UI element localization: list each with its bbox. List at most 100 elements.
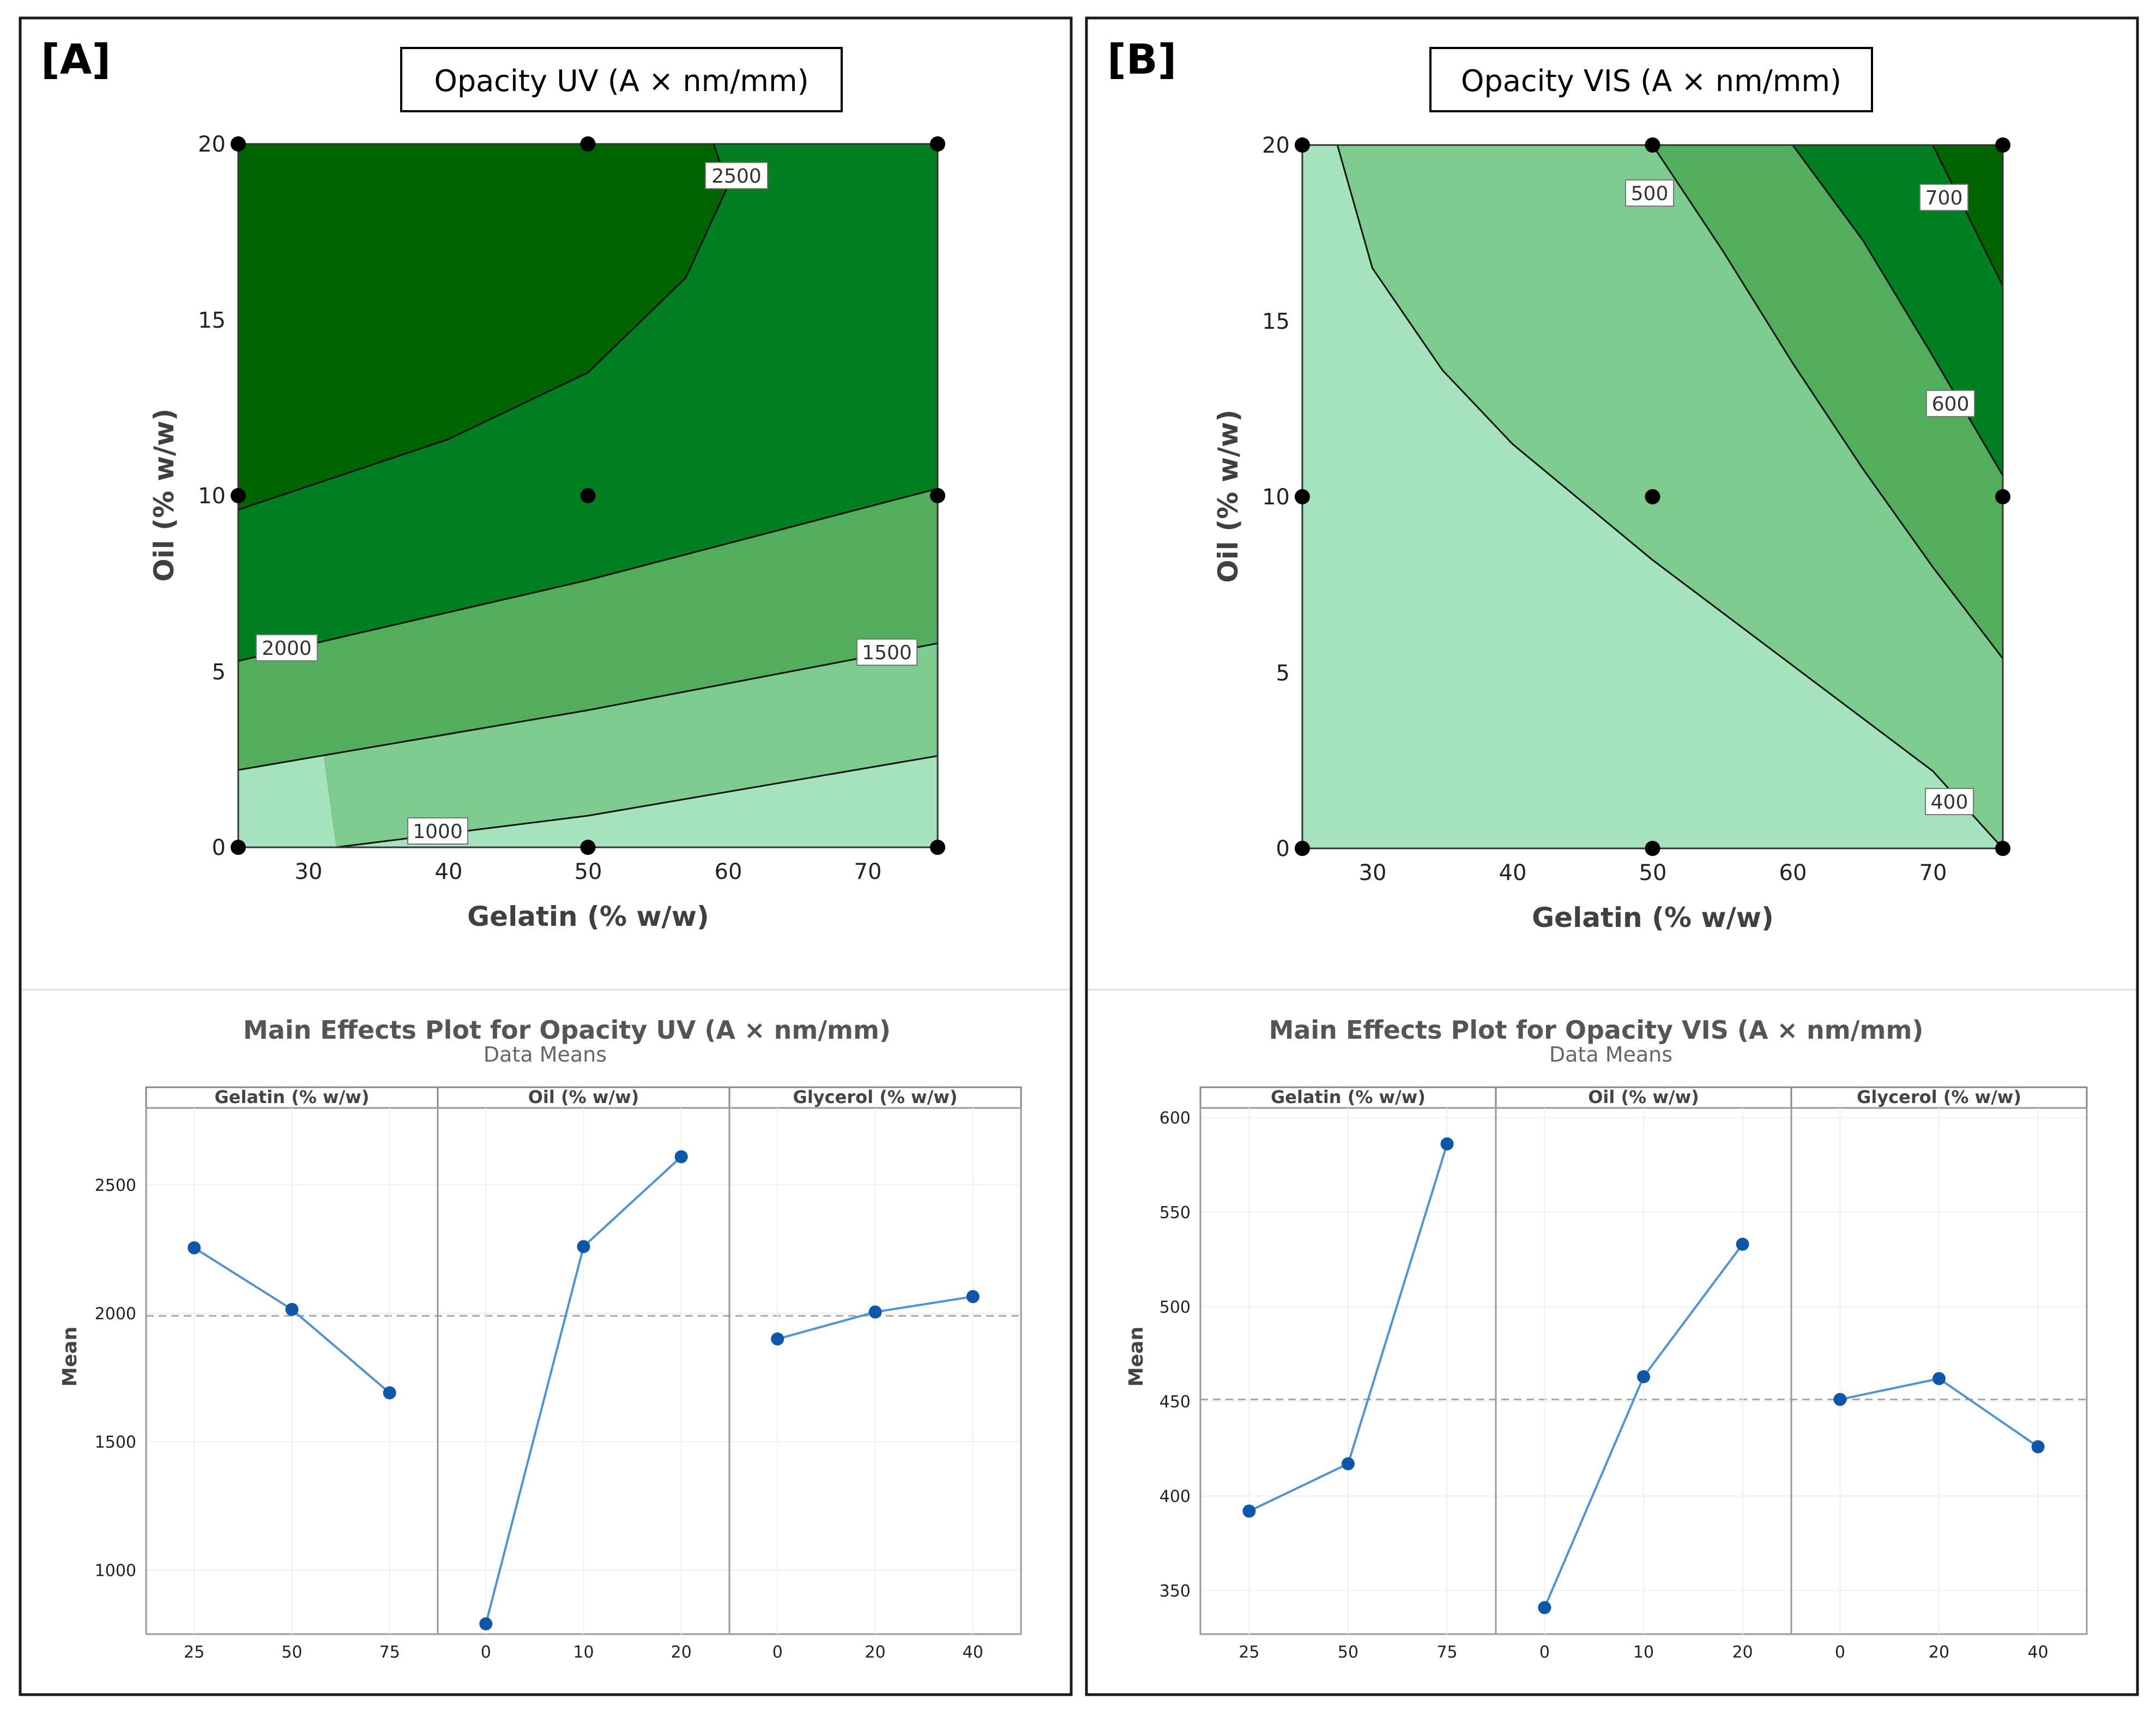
svg-text:2000: 2000 <box>262 637 312 660</box>
panel-b-tag: [B] <box>1107 35 1176 83</box>
facet-strip <box>145 1086 439 1109</box>
facet-strip-label: Oil (% w/w) <box>1588 1087 1699 1107</box>
main-effect-point <box>577 1240 590 1254</box>
design-point <box>231 840 246 855</box>
svg-text:1500: 1500 <box>862 642 912 664</box>
y-tick: 0 <box>212 835 226 860</box>
contour-label-1500: 1500 <box>856 638 917 666</box>
design-point <box>1645 137 1660 153</box>
main-effect-point <box>1538 1601 1551 1614</box>
panel-a-contour-title: Opacity UV (A × nm/mm) <box>434 64 808 98</box>
contour-label-500: 500 <box>1625 179 1674 207</box>
main-effects-title: Main Effects Plot for Opacity UV (A × nm… <box>243 1015 891 1045</box>
y-tick: 600 <box>1159 1108 1191 1128</box>
x-tick: 20 <box>1929 1643 1949 1662</box>
panel-a: [A] Opacity UV (A × nm/mm) 1000 <box>19 16 1073 1696</box>
x-axis-label: Gelatin (% w/w) <box>467 901 709 932</box>
x-tick: 40 <box>1499 860 1527 885</box>
x-axis-label: Gelatin (% w/w) <box>1532 902 1774 933</box>
y-tick: 1500 <box>95 1433 136 1452</box>
y-tick: 450 <box>1159 1393 1191 1412</box>
y-tick: 10 <box>1262 485 1290 510</box>
facet-strip-label: Gelatin (% w/w) <box>1271 1087 1426 1107</box>
x-tick: 50 <box>575 859 602 884</box>
main-effect-point <box>2031 1440 2045 1454</box>
y-tick: 10 <box>198 484 226 509</box>
svg-text:700: 700 <box>1925 187 1963 209</box>
main-effect-point <box>1342 1457 1355 1471</box>
y-tick: 1000 <box>95 1561 136 1580</box>
main-effect-point <box>188 1241 201 1255</box>
panel-a-contour-plot: 1000 1500 2000 2500 30 40 50 60 70 <box>148 132 945 932</box>
svg-text:1000: 1000 <box>413 821 463 843</box>
x-tick: 50 <box>1639 860 1667 885</box>
main-effects-subtitle: Data Means <box>1549 1043 1672 1067</box>
design-point <box>231 488 246 503</box>
y-tick: 15 <box>1262 309 1290 334</box>
x-tick: 0 <box>1835 1643 1845 1662</box>
panel-a-tag: [A] <box>41 35 111 83</box>
panel-b-contour-title: Opacity VIS (A × nm/mm) <box>1461 64 1841 98</box>
x-tick: 40 <box>2027 1643 2048 1662</box>
x-tick: 40 <box>963 1643 983 1662</box>
x-tick: 60 <box>715 859 742 884</box>
contour-line-700 <box>1932 145 2003 286</box>
x-tick: 75 <box>1436 1643 1457 1662</box>
design-point <box>231 136 246 152</box>
design-points <box>1295 137 2010 856</box>
main-effect-point <box>1242 1504 1256 1518</box>
svg-text:400: 400 <box>1931 791 1968 814</box>
main-effect-point <box>966 1290 980 1303</box>
main-effect-point <box>383 1386 396 1400</box>
design-point <box>1995 841 2010 856</box>
x-tick: 50 <box>281 1643 302 1662</box>
x-tick: 75 <box>379 1643 400 1662</box>
main-effect-point <box>1736 1237 1749 1251</box>
y-tick: 500 <box>1159 1298 1191 1317</box>
main-effect-point <box>674 1150 688 1164</box>
svg-text:2500: 2500 <box>711 165 762 188</box>
x-tick: 40 <box>435 859 463 884</box>
svg-text:600: 600 <box>1932 393 1970 415</box>
y-tick: 400 <box>1159 1487 1191 1507</box>
contour-label-1000: 1000 <box>407 817 468 845</box>
panel-a-frame <box>19 16 1073 1696</box>
design-point <box>930 136 945 152</box>
x-tick: 25 <box>1239 1643 1259 1662</box>
design-point <box>1295 841 1310 856</box>
y-tick: 550 <box>1159 1203 1191 1222</box>
x-tick: 30 <box>1359 860 1387 885</box>
design-point <box>1295 137 1310 153</box>
contour-label-600: 600 <box>1926 390 1975 417</box>
contour-region-600-700 <box>1792 145 2003 476</box>
contour-line-400 <box>1336 145 2003 848</box>
x-tick: 70 <box>1919 860 1947 885</box>
panel-a-main-effects: Main Effects Plot for Opacity UV (A × nm… <box>59 1015 1022 1662</box>
x-tick: 10 <box>1633 1643 1654 1662</box>
x-axis-ticks: 30 40 50 60 70 <box>1359 860 1947 885</box>
main-effects-title: Main Effects Plot for Opacity VIS (A × n… <box>1269 1015 1924 1045</box>
y-axis-label: Oil (% w/w) <box>148 408 180 582</box>
y-tick: 15 <box>198 308 226 333</box>
y-tick: 5 <box>212 660 226 685</box>
panel-a-title-box <box>400 47 843 112</box>
x-axis-ticks: 30 40 50 60 70 <box>295 859 882 884</box>
contour-line-1500 <box>238 642 938 771</box>
panel-b-frame <box>1085 16 2139 1696</box>
x-tick: 20 <box>671 1643 692 1662</box>
design-point <box>1295 489 1310 504</box>
design-point <box>930 840 945 855</box>
x-tick: 20 <box>865 1643 885 1662</box>
facet-strip-label: Oil (% w/w) <box>528 1087 639 1107</box>
contour-label-2000: 2000 <box>256 634 318 661</box>
y-axis-label: Oil (% w/w) <box>1212 409 1244 583</box>
x-tick: 10 <box>573 1643 594 1662</box>
x-tick: 25 <box>184 1643 204 1662</box>
main-effect-point <box>1637 1370 1650 1383</box>
panel-b-title-box <box>1429 47 1873 112</box>
y-axis-ticks: 0 5 10 15 20 <box>198 132 226 860</box>
y-tick: 5 <box>1276 661 1290 686</box>
contour-line-2000 <box>238 487 938 662</box>
design-point <box>930 488 945 503</box>
facet-strip <box>728 1086 1022 1109</box>
